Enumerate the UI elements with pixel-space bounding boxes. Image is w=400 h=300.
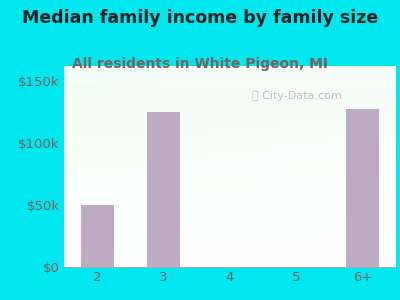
Bar: [80, 205, 114, 267]
Bar: [346, 110, 380, 267]
Text: Median family income by family size: Median family income by family size: [22, 9, 378, 27]
Bar: [147, 112, 180, 267]
Text: Ⓣ City-Data.com: Ⓣ City-Data.com: [252, 91, 341, 101]
Text: All residents in White Pigeon, MI: All residents in White Pigeon, MI: [72, 57, 328, 71]
